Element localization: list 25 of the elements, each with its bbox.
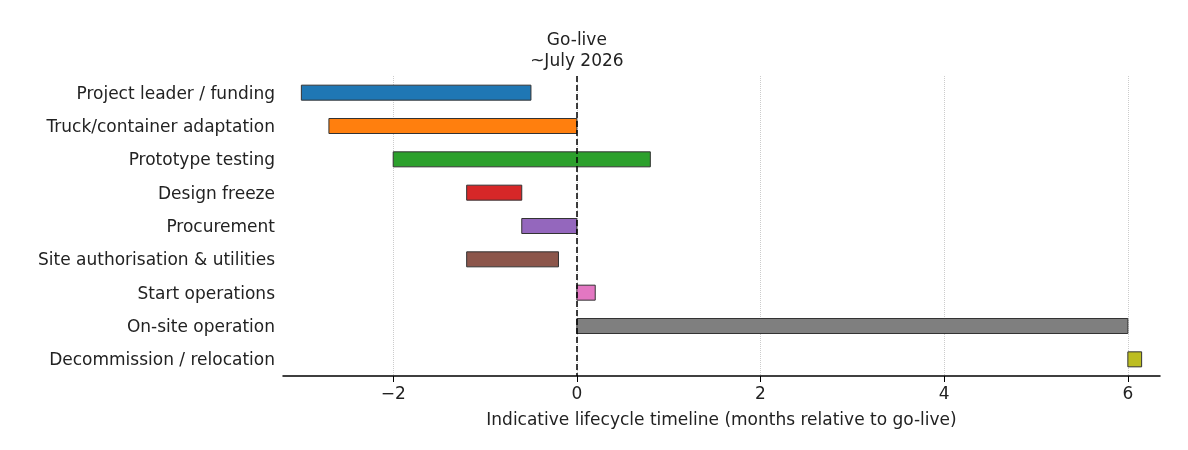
bar xyxy=(328,118,578,134)
x-tick-label: 2 xyxy=(755,382,766,403)
bar xyxy=(521,218,578,234)
y-tick-label: Design freeze xyxy=(158,182,275,203)
y-tick-label: Prototype testing xyxy=(128,149,275,170)
x-tick-label: 0 xyxy=(571,382,583,403)
bar xyxy=(576,318,1129,334)
x-tick-label: −2 xyxy=(380,382,406,403)
bar xyxy=(576,284,596,301)
x-tick-label: 4 xyxy=(938,382,950,403)
ref-line-label: Go-live ~July 2026 xyxy=(530,28,624,70)
x-axis-title: Indicative lifecycle timeline (months relative to go-live) xyxy=(486,408,957,429)
x-tick-label: 6 xyxy=(1122,382,1134,403)
bar xyxy=(466,251,559,268)
y-tick-label: On-site operation xyxy=(126,316,275,336)
y-tick-label: Procurement xyxy=(166,216,276,236)
bar xyxy=(466,184,523,201)
bar xyxy=(392,151,651,168)
bar xyxy=(300,84,532,101)
y-tick-label: Decommission / relocation xyxy=(49,349,275,370)
y-tick-label: Project leader / funding xyxy=(76,82,275,103)
y-tick-label: Truck/container adaptation xyxy=(45,116,275,136)
bar xyxy=(1127,351,1143,368)
y-tick-label: Site authorisation & utilities xyxy=(37,249,276,270)
y-tick-label: Start operations xyxy=(137,282,276,303)
